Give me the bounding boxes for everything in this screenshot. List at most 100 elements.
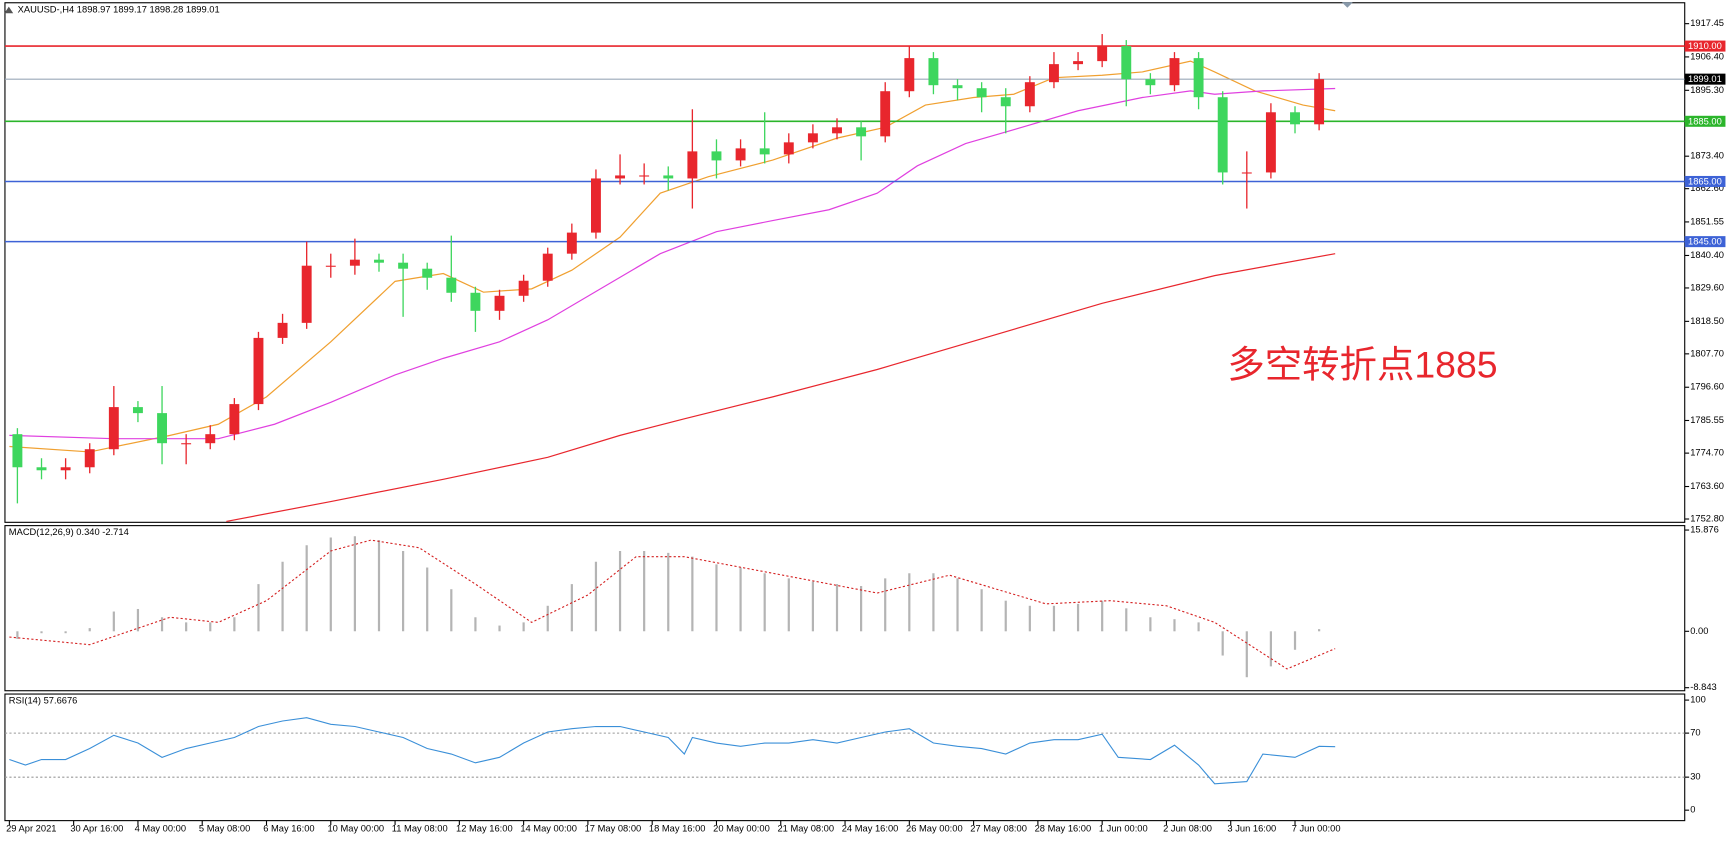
y-tick-label: 1807.70 [1690, 348, 1724, 358]
candle-body [1241, 172, 1252, 174]
candle-body [904, 58, 915, 92]
candle-body [542, 253, 553, 281]
level-label: 1845.00 [1688, 237, 1722, 247]
level-label: 1865.00 [1688, 176, 1722, 186]
x-tick-label: 5 May 08:00 [199, 823, 250, 833]
y-tick-label: 1763.60 [1690, 481, 1724, 491]
y-tick-label: 1774.70 [1690, 448, 1724, 458]
candle-body [1217, 97, 1228, 173]
y-tick-label: 1829.60 [1690, 282, 1724, 292]
x-tick-label: 24 May 16:00 [842, 823, 899, 833]
candle-body [1193, 58, 1204, 98]
candle-body [928, 58, 939, 86]
x-tick-label: 10 May 00:00 [327, 823, 384, 833]
level-tag [1684, 175, 1726, 187]
moving-average [9, 60, 1336, 453]
candle-body [687, 151, 698, 179]
x-tick-label: 26 May 00:00 [906, 823, 963, 833]
y-tick-label: 1873.40 [1690, 151, 1724, 161]
x-tick-label: 27 May 08:00 [970, 823, 1027, 833]
candle-body [301, 265, 312, 323]
candle-body [60, 467, 71, 471]
x-tick-label: 7 Jun 00:00 [1292, 823, 1341, 833]
x-tick-label: 17 May 08:00 [585, 823, 642, 833]
candle-body [663, 175, 674, 179]
y-tick-label: 1752.80 [1690, 513, 1724, 523]
candle-body [132, 407, 143, 414]
x-tick-label: 1 Jun 00:00 [1099, 823, 1148, 833]
candle-body [880, 91, 891, 137]
candle-body [1024, 82, 1035, 107]
y-tick-label: 15.876 [1690, 525, 1719, 535]
y-tick-label: 1895.30 [1690, 85, 1724, 95]
candle-body [229, 404, 240, 435]
y-tick-label: 1862.60 [1690, 183, 1724, 193]
candle-body [277, 322, 288, 338]
candle-body [639, 175, 650, 177]
candle-body [1145, 79, 1156, 86]
candle-body [566, 232, 577, 254]
candle-body [976, 88, 987, 98]
rsi-line [9, 717, 1336, 785]
moving-average [226, 253, 1336, 523]
candle-body [422, 268, 433, 278]
panel-title: XAUUSD-,H4 1898.97 1899.17 1898.28 1899.… [18, 4, 220, 14]
level-label: 1910.00 [1688, 41, 1722, 51]
candle-body [374, 259, 384, 263]
candle-body [157, 413, 167, 444]
candle-body [446, 277, 457, 293]
x-tick-label: 14 May 00:00 [520, 823, 577, 833]
symbol-icon [4, 6, 14, 14]
macd-signal [9, 539, 1336, 670]
y-tick-label: 1796.60 [1690, 382, 1724, 392]
candle-body [759, 148, 770, 155]
x-tick-label: 20 May 00:00 [713, 823, 770, 833]
x-tick-label: 29 Apr 2021 [6, 823, 56, 833]
candle-body [1265, 112, 1276, 173]
y-tick-label: 1917.45 [1690, 18, 1724, 28]
x-tick-label: 2 Jun 08:00 [1163, 823, 1212, 833]
annotation: 多空转折点1885 [1227, 344, 1497, 386]
candle-body [952, 85, 963, 89]
level-tag [1684, 115, 1726, 127]
x-tick-label: 6 May 16:00 [263, 823, 314, 833]
candle-body [1073, 61, 1084, 65]
shift-marker [1341, 2, 1353, 8]
candle-body [181, 443, 192, 445]
candle-body [36, 467, 47, 471]
level-tag [1684, 236, 1726, 248]
y-tick-label: 0.00 [1690, 626, 1708, 636]
x-tick-label: 30 Apr 16:00 [70, 823, 123, 833]
y-tick-label: 1785.55 [1690, 415, 1724, 425]
y-tick-label: 1840.40 [1690, 250, 1724, 260]
level-label: 1885.00 [1688, 116, 1722, 126]
candle-body [1000, 97, 1011, 107]
x-tick-label: 28 May 16:00 [1035, 823, 1092, 833]
candle-body [108, 407, 119, 450]
candle-body [807, 133, 818, 143]
candle-body [349, 259, 360, 266]
current-price-label: 1899.01 [1688, 74, 1722, 84]
candle-body [1049, 64, 1059, 83]
candle-body [12, 434, 23, 468]
candle-body [205, 434, 216, 444]
x-tick-label: 21 May 08:00 [777, 823, 834, 833]
y-tick-label: 70 [1690, 728, 1700, 738]
candle-body [735, 148, 746, 161]
candle-body [325, 265, 336, 267]
candle-body [590, 178, 601, 233]
moving-average [9, 87, 1336, 440]
candle-body [1169, 58, 1180, 86]
level-tag [1684, 40, 1726, 52]
candle-body [1314, 79, 1325, 125]
x-tick-label: 12 May 16:00 [456, 823, 513, 833]
x-tick-label: 11 May 08:00 [392, 823, 448, 833]
x-tick-label: 4 May 00:00 [135, 823, 186, 833]
panel-title: RSI(14) 57.6676 [9, 696, 78, 706]
candle-body [84, 449, 95, 468]
candle-body [494, 295, 505, 311]
candle-body [711, 151, 722, 161]
macd-panel [4, 525, 1686, 692]
